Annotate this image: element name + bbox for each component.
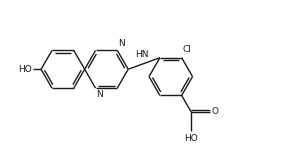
Text: HO: HO bbox=[184, 134, 198, 143]
Text: Cl: Cl bbox=[183, 45, 191, 54]
Text: HN: HN bbox=[135, 50, 149, 59]
Text: HO: HO bbox=[18, 65, 32, 74]
Text: N: N bbox=[97, 90, 103, 99]
Text: O: O bbox=[212, 107, 219, 116]
Text: N: N bbox=[118, 39, 125, 48]
